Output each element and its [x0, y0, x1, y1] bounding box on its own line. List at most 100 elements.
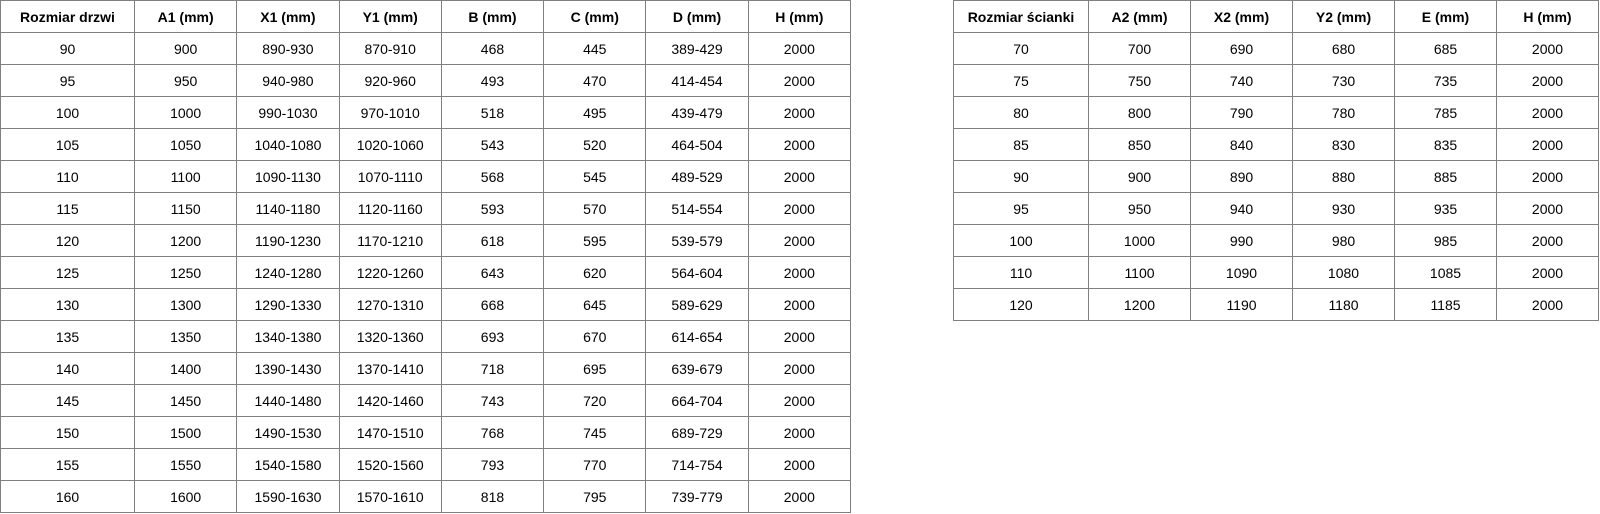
- table-cell: 439-479: [645, 96, 749, 129]
- table-cell: 1540-1580: [236, 448, 340, 481]
- table-cell: 160: [0, 480, 135, 513]
- table-cell: 468: [440, 32, 545, 65]
- table-cell: 150: [0, 416, 135, 449]
- column-header: A2 (mm): [1088, 0, 1191, 33]
- table-cell: 70: [953, 32, 1089, 65]
- table-cell: 115: [0, 192, 135, 225]
- table-cell: 1340-1380: [236, 320, 340, 353]
- table-cell: 1240-1280: [236, 256, 340, 289]
- table-row: 115 1150 1140-1180 1120-1160 593 570 514-554 20…: [0, 192, 852, 225]
- table-cell: 593: [440, 192, 545, 225]
- table-cell: 589-629: [645, 288, 749, 321]
- table-cell: 2000: [747, 192, 852, 225]
- table-row: 100 1000 990 980 985 2000: [953, 224, 1599, 257]
- table-cell: 690: [1190, 32, 1293, 65]
- table-cell: 1520-1560: [338, 448, 442, 481]
- column-header: H (mm): [747, 0, 852, 33]
- header-row: Rozmiar ścianki A2 (mm) X2 (mm) Y2 (mm) E (m…: [953, 0, 1599, 33]
- table-row: 75 750 740 730 735 2000: [953, 64, 1599, 97]
- table-cell: 2000: [747, 64, 852, 97]
- table-cell: 1220-1260: [338, 256, 442, 289]
- table-cell: 1250: [133, 256, 238, 289]
- column-header: A1 (mm): [133, 0, 238, 33]
- table-cell: 840: [1190, 128, 1293, 161]
- table-cell: 90: [0, 32, 135, 65]
- table-cell: 495: [543, 96, 647, 129]
- header-row: Rozmiar drzwi A1 (mm) X1 (mm) Y1 (mm) B (mm)…: [0, 0, 852, 33]
- table-cell: 940-980: [236, 64, 340, 97]
- table-row: 150 1500 1490-1530 1470-1510 768 745 689-729 20…: [0, 416, 852, 449]
- table-cell: 1400: [133, 352, 238, 385]
- table-cell: 570: [543, 192, 647, 225]
- table-cell: 718: [440, 352, 545, 385]
- table-row: 80 800 790 780 785 2000: [953, 96, 1599, 129]
- table-cell: 1570-1610: [338, 480, 442, 513]
- table-cell: 2000: [1496, 64, 1599, 97]
- table-cell: 680: [1292, 32, 1395, 65]
- table-cell: 75: [953, 64, 1089, 97]
- table-cell: 1490-1530: [236, 416, 340, 449]
- table-cell: 2000: [747, 288, 852, 321]
- table-cell: 990-1030: [236, 96, 340, 129]
- column-header: Y1 (mm): [338, 0, 442, 33]
- column-header: X1 (mm): [236, 0, 340, 33]
- table-row: 135 1350 1340-1380 1320-1360 693 670 614-654 20…: [0, 320, 852, 353]
- table-cell: 1100: [133, 160, 238, 193]
- table-cell: 1440-1480: [236, 384, 340, 417]
- table-cell: 1090-1130: [236, 160, 340, 193]
- table-cell: 1200: [1088, 288, 1191, 321]
- column-header: X2 (mm): [1190, 0, 1293, 33]
- table-cell: 1390-1430: [236, 352, 340, 385]
- table-cell: 2000: [747, 480, 852, 513]
- table-cell: 1140-1180: [236, 192, 340, 225]
- table-cell: 2000: [1496, 256, 1599, 289]
- table-cell: 2000: [747, 128, 852, 161]
- table-cell: 90: [953, 160, 1089, 193]
- table-cell: 564-604: [645, 256, 749, 289]
- table-cell: 2000: [747, 448, 852, 481]
- table-cell: 745: [543, 416, 647, 449]
- table-cell: 990: [1190, 224, 1293, 257]
- table-cell: 693: [440, 320, 545, 353]
- table-cell: 985: [1394, 224, 1497, 257]
- table-cell: 543: [440, 128, 545, 161]
- table-cell: 130: [0, 288, 135, 321]
- table-cell: 120: [953, 288, 1089, 321]
- table-cell: 885: [1394, 160, 1497, 193]
- table-cell: 618: [440, 224, 545, 257]
- table-cell: 950: [1088, 192, 1191, 225]
- table-cell: 639-679: [645, 352, 749, 385]
- table-cell: 95: [0, 64, 135, 97]
- table-cell: 730: [1292, 64, 1395, 97]
- table-cell: 2000: [747, 352, 852, 385]
- table-cell: 1080: [1292, 256, 1395, 289]
- table-cell: 940: [1190, 192, 1293, 225]
- table-cell: 1050: [133, 128, 238, 161]
- table-cell: 900: [133, 32, 238, 65]
- column-header: H (mm): [1496, 0, 1599, 33]
- table-cell: 545: [543, 160, 647, 193]
- column-header: B (mm): [440, 0, 545, 33]
- table-cell: 1270-1310: [338, 288, 442, 321]
- table-cell: 850: [1088, 128, 1191, 161]
- table-cell: 125: [0, 256, 135, 289]
- table-cell: 935: [1394, 192, 1497, 225]
- table-row: 110 1100 1090-1130 1070-1110 568 545 489-529 20…: [0, 160, 852, 193]
- table-row: 130 1300 1290-1330 1270-1310 668 645 589-629 20…: [0, 288, 852, 321]
- table-cell: 1470-1510: [338, 416, 442, 449]
- table-cell: 1190: [1190, 288, 1293, 321]
- table-cell: 1085: [1394, 256, 1497, 289]
- table-cell: 1190-1230: [236, 224, 340, 257]
- table-cell: 2000: [1496, 288, 1599, 321]
- table-cell: 1185: [1394, 288, 1497, 321]
- table-cell: 689-729: [645, 416, 749, 449]
- table-cell: 870-910: [338, 32, 442, 65]
- table-cell: 714-754: [645, 448, 749, 481]
- table-row: 95 950 940-980 920-960 493 470 414-454 2000: [0, 64, 852, 97]
- table-cell: 2000: [747, 224, 852, 257]
- table-cell: 768: [440, 416, 545, 449]
- column-header: D (mm): [645, 0, 749, 33]
- table-row: 70 700 690 680 685 2000: [953, 32, 1599, 65]
- table-cell: 595: [543, 224, 647, 257]
- table-cell: 740: [1190, 64, 1293, 97]
